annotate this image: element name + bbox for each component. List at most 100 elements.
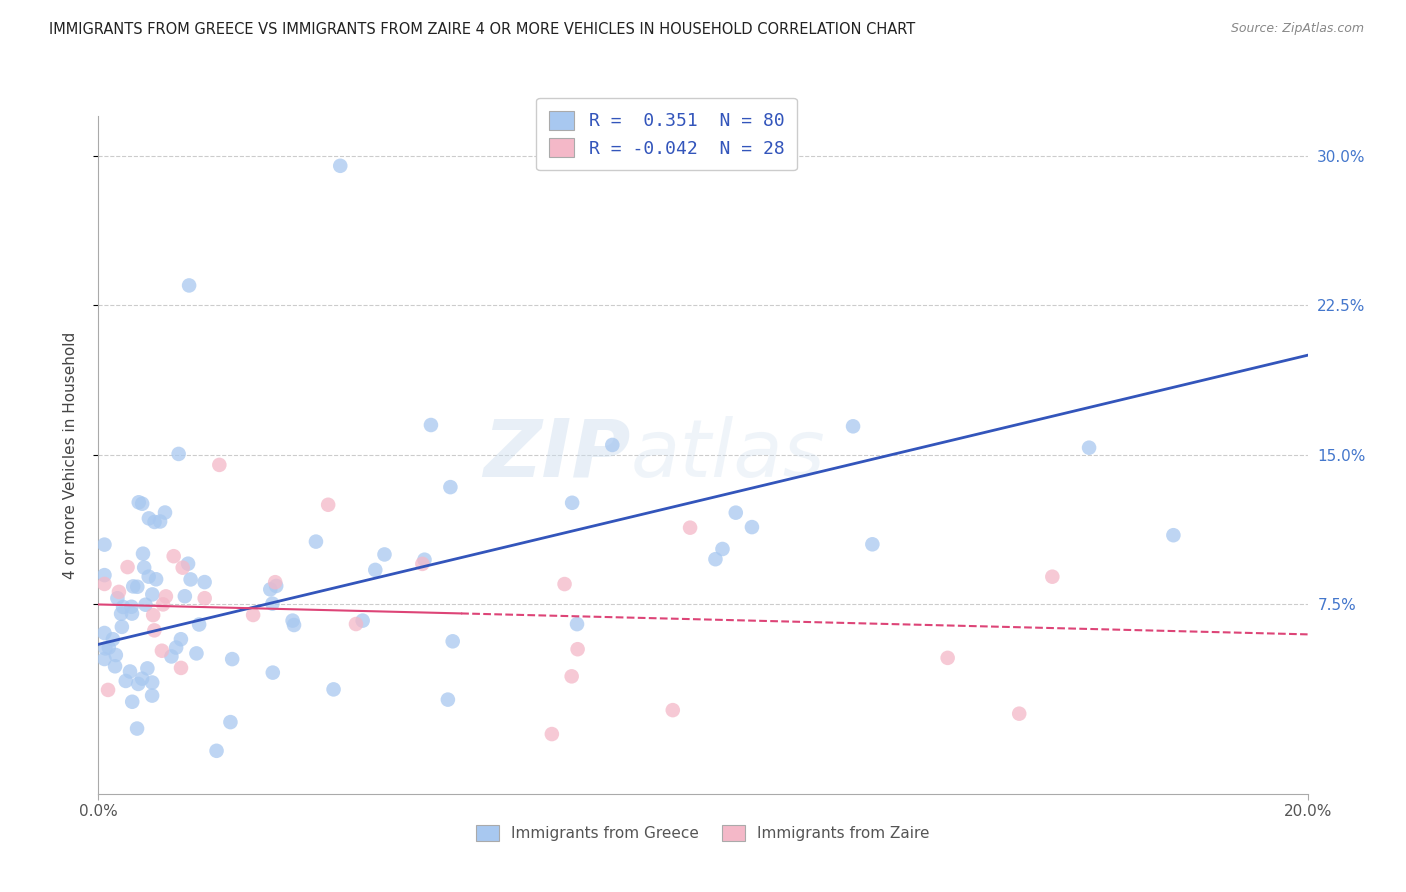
Point <box>111 620 134 634</box>
Point <box>141 587 163 601</box>
Point <box>121 695 143 709</box>
Point <box>143 624 166 638</box>
Point <box>107 591 129 606</box>
Point <box>153 506 176 520</box>
Point <box>194 591 217 606</box>
Point <box>264 579 287 593</box>
Point <box>141 675 163 690</box>
Point <box>439 480 461 494</box>
Point <box>141 689 163 703</box>
Point <box>93 577 115 591</box>
Point <box>179 278 201 293</box>
Point <box>322 682 344 697</box>
Point <box>112 599 135 614</box>
Point <box>561 496 583 510</box>
Point <box>127 580 149 594</box>
Point <box>94 641 117 656</box>
Point <box>441 634 464 648</box>
Point <box>167 447 190 461</box>
Point <box>93 652 115 666</box>
Text: ZIP: ZIP <box>484 416 630 494</box>
Point <box>165 640 187 655</box>
Point <box>170 661 193 675</box>
Point <box>188 617 211 632</box>
Point <box>262 597 284 611</box>
Point <box>163 549 186 564</box>
Point <box>93 538 115 552</box>
Point <box>437 692 460 706</box>
Point <box>194 575 217 590</box>
Point <box>565 617 588 632</box>
Point <box>364 563 387 577</box>
Point <box>305 534 328 549</box>
Point <box>93 568 115 582</box>
Point <box>936 651 959 665</box>
Point <box>661 703 683 717</box>
Point <box>411 557 433 571</box>
Point <box>352 614 374 628</box>
Point <box>131 672 153 686</box>
Point <box>104 648 127 662</box>
Point <box>554 577 576 591</box>
Point <box>205 744 228 758</box>
Point <box>264 575 287 590</box>
Point <box>150 644 173 658</box>
Point <box>177 557 200 571</box>
Point <box>121 599 143 614</box>
Point <box>373 548 395 562</box>
Point <box>132 547 155 561</box>
Point <box>143 515 166 529</box>
Point <box>149 515 172 529</box>
Point <box>128 495 150 509</box>
Point <box>172 560 194 574</box>
Point <box>540 727 562 741</box>
Point <box>180 573 202 587</box>
Point <box>118 665 141 679</box>
Point <box>134 598 156 612</box>
Point <box>134 560 156 574</box>
Point <box>329 159 352 173</box>
Point <box>104 659 127 673</box>
Point <box>170 632 193 647</box>
Text: IMMIGRANTS FROM GREECE VS IMMIGRANTS FROM ZAIRE 4 OR MORE VEHICLES IN HOUSEHOLD : IMMIGRANTS FROM GREECE VS IMMIGRANTS FRO… <box>49 22 915 37</box>
Point <box>860 537 883 551</box>
Point <box>262 665 284 680</box>
Point <box>186 647 208 661</box>
Point <box>221 652 243 666</box>
Point <box>283 618 305 632</box>
Point <box>125 722 148 736</box>
Point <box>121 607 143 621</box>
Point <box>679 521 702 535</box>
Point <box>1163 528 1185 542</box>
Point <box>110 607 132 621</box>
Point <box>160 649 183 664</box>
Point <box>208 458 231 472</box>
Point <box>114 673 136 688</box>
Point <box>138 569 160 583</box>
Point <box>281 614 304 628</box>
Y-axis label: 4 or more Vehicles in Household: 4 or more Vehicles in Household <box>63 331 77 579</box>
Point <box>152 598 174 612</box>
Point <box>138 511 160 525</box>
Point <box>561 669 583 683</box>
Point <box>122 579 145 593</box>
Legend: Immigrants from Greece, Immigrants from Zaire: Immigrants from Greece, Immigrants from … <box>470 819 936 847</box>
Text: Source: ZipAtlas.com: Source: ZipAtlas.com <box>1230 22 1364 36</box>
Point <box>117 560 139 574</box>
Point <box>602 438 624 452</box>
Point <box>741 520 763 534</box>
Point <box>142 608 165 623</box>
Point <box>97 682 120 697</box>
Point <box>101 632 124 647</box>
Point <box>711 541 734 556</box>
Point <box>316 498 339 512</box>
Point <box>155 590 177 604</box>
Point <box>242 607 264 622</box>
Point <box>127 677 149 691</box>
Point <box>344 617 367 632</box>
Point <box>420 417 443 432</box>
Point <box>93 626 115 640</box>
Point <box>1040 570 1063 584</box>
Point <box>259 582 281 597</box>
Point <box>108 585 131 599</box>
